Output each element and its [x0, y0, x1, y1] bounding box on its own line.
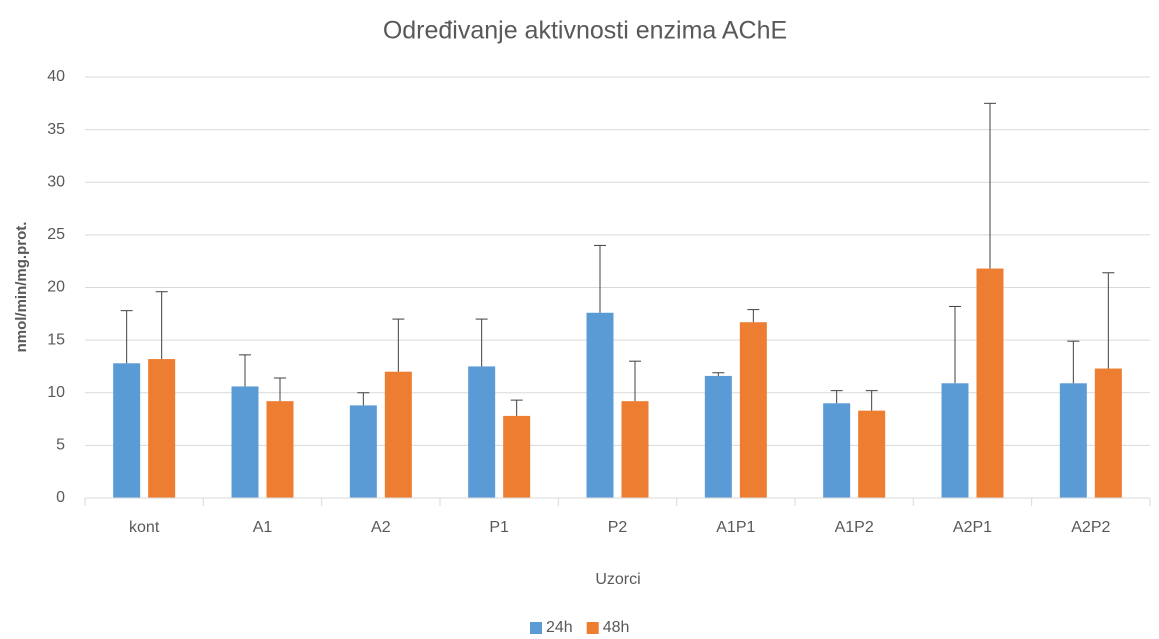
y-tick-label: 5: [56, 437, 65, 454]
bar: [113, 363, 141, 498]
bar: [266, 401, 294, 498]
bar: [148, 359, 176, 498]
bar: [739, 322, 767, 498]
x-tick-label: A1: [253, 519, 273, 536]
bar: [704, 375, 732, 498]
x-tick-label: A2P1: [953, 519, 992, 536]
bar: [976, 268, 1004, 498]
x-tick-label: A1P2: [835, 519, 874, 536]
x-tick-label: P2: [608, 519, 628, 536]
bar: [823, 403, 851, 498]
x-tick-label: A1P1: [716, 519, 755, 536]
bar: [1059, 383, 1087, 498]
bar: [231, 386, 259, 498]
legend-label: 48h: [603, 619, 630, 636]
y-tick-label: 25: [47, 226, 65, 243]
bar: [621, 401, 649, 498]
y-tick-label: 20: [47, 279, 65, 296]
bar: [1094, 368, 1122, 498]
chart-title: Određivanje aktivnosti enzima AChE: [383, 17, 787, 45]
bar: [503, 415, 531, 498]
x-tick-label: kont: [129, 519, 160, 536]
y-tick-label: 0: [56, 489, 65, 506]
x-tick-label: A2P2: [1071, 519, 1110, 536]
x-axis-label: Uzorci: [595, 571, 640, 588]
bar: [941, 383, 969, 498]
y-tick-label: 10: [47, 384, 65, 401]
bar: [384, 371, 412, 498]
bar: [858, 410, 886, 498]
legend-label: 24h: [546, 619, 573, 636]
y-tick-label: 40: [47, 68, 65, 85]
x-tick-label: A2: [371, 519, 391, 536]
y-tick-label: 30: [47, 173, 65, 190]
bar: [586, 312, 614, 498]
legend-swatch: [530, 622, 542, 634]
bar: [349, 405, 377, 498]
y-axis-label: nmol/min/mg.prot.: [13, 222, 30, 353]
legend-swatch: [586, 622, 599, 634]
y-tick-label: 15: [47, 331, 65, 348]
x-tick-label: P1: [489, 519, 509, 536]
y-tick-label: 35: [47, 121, 65, 138]
bar: [468, 366, 496, 498]
